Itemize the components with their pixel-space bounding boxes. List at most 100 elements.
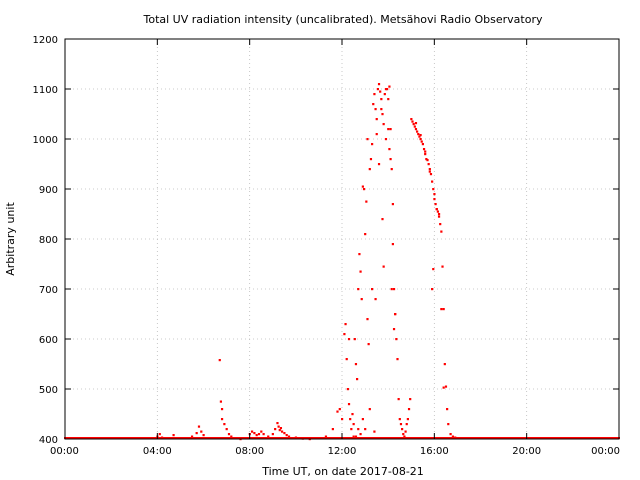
data-point	[390, 288, 393, 291]
data-point	[253, 432, 256, 435]
data-point	[441, 265, 444, 268]
data-point	[414, 128, 418, 131]
data-point	[388, 148, 391, 151]
data-point	[277, 425, 280, 428]
data-point	[397, 398, 400, 401]
data-point	[425, 158, 428, 161]
data-point	[390, 168, 393, 171]
data-point	[440, 230, 443, 233]
data-point	[364, 428, 367, 431]
data-point	[409, 398, 412, 401]
data-point	[440, 308, 443, 311]
data-point	[388, 85, 391, 88]
data-point	[413, 125, 416, 128]
x-tick-label: 04:00	[143, 446, 172, 457]
y-tick-label: 1000	[33, 135, 58, 146]
data-point	[381, 113, 384, 116]
data-point	[420, 140, 423, 143]
data-point	[202, 434, 205, 437]
data-point	[158, 433, 161, 436]
x-tick-labels: 00:00 04:00 08:00 12:00 16:00 20:00 00:00	[50, 446, 620, 457]
data-point	[255, 434, 258, 437]
data-point	[381, 218, 384, 221]
data-point	[395, 338, 398, 341]
data-point	[341, 418, 344, 421]
data-point	[338, 408, 341, 411]
data-point	[451, 435, 454, 438]
data-point	[324, 435, 328, 438]
data-point	[204, 437, 208, 440]
data-point	[349, 418, 352, 421]
data-point	[414, 122, 418, 125]
data-point	[294, 436, 298, 439]
data-point	[354, 435, 358, 438]
data-point	[389, 128, 392, 131]
x-axis-label: Time UT, on date 2017-08-21	[261, 465, 424, 478]
data-point	[379, 90, 382, 93]
data-point	[449, 433, 452, 436]
data-point	[435, 208, 438, 211]
data-point	[391, 243, 394, 246]
data-point	[380, 108, 383, 111]
data-point	[437, 213, 441, 216]
data-point	[456, 437, 459, 440]
data-point	[384, 88, 388, 91]
y-tick-label: 900	[39, 185, 58, 196]
data-point	[405, 423, 408, 426]
data-point	[347, 338, 351, 341]
data-point	[367, 343, 370, 346]
data-point	[350, 428, 353, 431]
data-point	[278, 429, 281, 432]
y-tick-label: 1100	[33, 85, 58, 96]
x-tick-label: 00:00	[50, 446, 79, 457]
data-point	[375, 118, 378, 121]
data-point	[396, 358, 399, 361]
data-point	[368, 408, 371, 411]
data-point	[344, 323, 347, 326]
data-point	[377, 163, 381, 166]
data-point	[359, 270, 362, 273]
data-point	[454, 436, 457, 439]
data-point	[407, 408, 411, 411]
data-point	[331, 428, 334, 431]
y-tick-labels: 400 500 600 700 800 900 1000 1100 1200	[33, 35, 58, 446]
data-point	[287, 435, 291, 438]
data-point	[387, 128, 390, 131]
data-point	[392, 328, 396, 331]
data-point	[377, 83, 381, 86]
data-point	[220, 408, 224, 411]
data-point	[421, 143, 424, 146]
data-point	[433, 198, 436, 201]
data-point	[276, 422, 279, 425]
data-point	[364, 233, 367, 236]
data-point	[250, 430, 254, 433]
data-point	[353, 338, 356, 341]
data-point	[285, 434, 288, 437]
x-tick-label: 00:00	[591, 446, 620, 457]
data-point	[387, 98, 390, 101]
data-point	[427, 163, 430, 166]
data-point	[389, 158, 392, 161]
data-point	[399, 423, 403, 426]
data-point	[172, 434, 175, 437]
y-tick-label: 1200	[33, 35, 58, 46]
data-point	[195, 432, 198, 435]
data-point	[267, 435, 270, 438]
data-point	[357, 428, 360, 431]
data-point	[386, 88, 389, 91]
data-point	[190, 435, 194, 438]
data-point	[380, 98, 383, 101]
data-point	[368, 168, 371, 171]
data-point	[384, 138, 388, 141]
data-point	[366, 318, 369, 321]
data-point	[230, 435, 233, 438]
data-point	[223, 423, 226, 426]
data-point	[225, 428, 228, 431]
data-point	[220, 418, 224, 421]
data-point	[418, 135, 421, 138]
data-point	[382, 123, 385, 126]
x-tick-label: 12:00	[328, 446, 357, 457]
axis-ticks	[64, 38, 620, 440]
chart-title: Total UV radiation intensity (uncalibrat…	[143, 13, 543, 26]
